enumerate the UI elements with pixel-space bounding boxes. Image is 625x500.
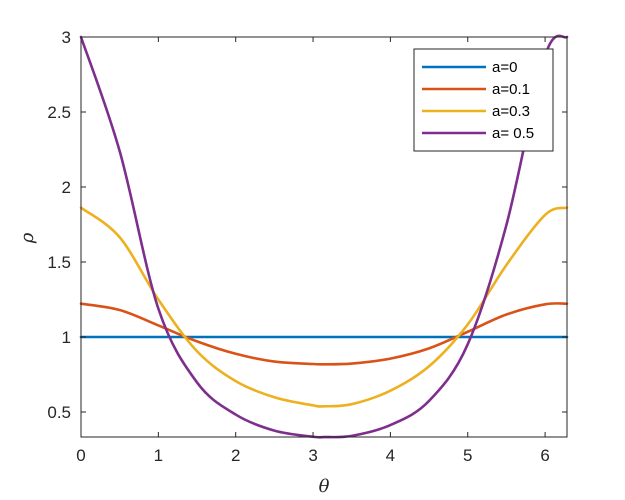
series-line-2: [79, 206, 569, 408]
x-tick-label: 3: [308, 446, 317, 465]
x-tick-label: 5: [463, 446, 472, 465]
y-tick-label: 1.5: [47, 253, 71, 272]
legend-label-2: a=0.3: [492, 103, 530, 120]
y-tick-label: 2: [62, 178, 71, 197]
legend: a=0 a=0.1 a=0.3 a= 0.5: [413, 48, 554, 152]
series-line-1: [79, 302, 569, 366]
y-tick-label: 2.5: [47, 103, 71, 122]
legend-label-1: a=0.1: [492, 81, 530, 98]
legend-label-0: a=0: [492, 59, 517, 76]
x-axis-label: θ: [319, 476, 330, 497]
x-tick-label: 2: [231, 446, 240, 465]
legend-label-3: a= 0.5: [492, 125, 534, 142]
y-tick-label: 1: [62, 328, 71, 347]
y-tick-label: 3: [62, 28, 71, 47]
y-tick-label: 0.5: [47, 403, 71, 422]
y-axis-label: ρ: [17, 232, 38, 244]
x-tick-label: 6: [540, 446, 549, 465]
x-tick-label: 0: [76, 446, 85, 465]
plot-frame: [80, 36, 568, 438]
ticks-layer: 0 1 2 3 4 5 6 0.5 1 1.5 2 2.5 3: [47, 28, 567, 465]
x-tick-label: 1: [154, 446, 163, 465]
x-tick-label: 4: [386, 446, 395, 465]
